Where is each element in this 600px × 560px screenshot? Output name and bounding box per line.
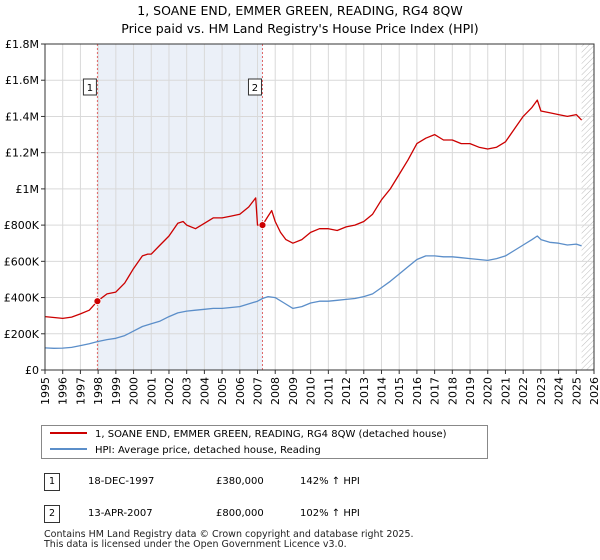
y-axis: £0 £200K £400K £600K £800K £1M £1.2M £1.4M £1.6M…: [4, 38, 45, 377]
x-tick-label: 2008: [269, 377, 282, 405]
x-tick-label: 1996: [57, 377, 70, 405]
transaction-badge: 2: [44, 505, 60, 523]
sale-box-label: 1: [87, 83, 93, 94]
sale-markers: [93, 221, 267, 306]
chart-subtitle: Price paid vs. HM Land Registry's House …: [121, 21, 479, 36]
transaction-date: 13-APR-2007: [88, 508, 153, 519]
x-tick-label: 2011: [322, 377, 335, 405]
transaction-hpi: 102% ↑ HPI: [300, 508, 360, 519]
legend-label-hpi: HPI: Average price, detached house, Read…: [95, 445, 321, 456]
legend-label-property: 1, SOANE END, EMMER GREEN, READING, RG4 …: [95, 429, 447, 440]
sale-box: [82, 78, 97, 96]
x-tick-label: 2017: [429, 377, 442, 405]
legend-item-property: 1, SOANE END, EMMER GREEN, READING, RG4 …: [50, 427, 447, 443]
y-tick-label: £1.6M: [5, 74, 39, 87]
legend-item-hpi: HPI: Average price, detached house, Read…: [50, 443, 321, 459]
ownership-band: [97, 44, 263, 370]
sale-box: [247, 78, 262, 96]
x-tick-label: 2003: [181, 377, 194, 405]
x-tick-label: 2000: [128, 377, 141, 405]
x-tick-label: 1995: [39, 377, 52, 405]
y-tick-label: £600K: [4, 255, 40, 268]
x-tick-label: 2014: [375, 377, 388, 405]
transaction-badge: 1: [44, 473, 60, 491]
x-axis: 1995 1996 1997 1998 1999 2000 2001 2002 2003 2004…: [39, 370, 600, 405]
transaction-price: £380,000: [216, 476, 264, 487]
y-tick-label: £0: [25, 364, 39, 377]
x-tick-label: 2024: [553, 377, 566, 405]
x-tick-label: 2019: [464, 377, 477, 405]
sale-point: [93, 297, 102, 306]
transaction-date: 18-DEC-1997: [88, 476, 155, 487]
x-tick-label: 2022: [517, 377, 530, 405]
legend-swatch-blue: [50, 448, 87, 450]
ownership-shade: [97, 44, 263, 370]
x-tick-label: 2001: [145, 377, 158, 405]
x-tick-label: 2007: [252, 377, 265, 405]
y-tick-label: £800K: [4, 219, 40, 232]
series-line-property: [44, 99, 583, 320]
series-line-hpi: [44, 235, 582, 349]
x-tick-label: 1998: [92, 377, 105, 405]
x-tick-label: 2026: [588, 377, 600, 405]
y-tick-label: £1M: [16, 183, 40, 196]
x-tick-label: 2020: [482, 377, 495, 405]
legend-swatch-red: [50, 432, 87, 434]
x-tick-label: 2005: [216, 377, 229, 405]
x-tick-label: 2021: [499, 377, 512, 405]
hatch-region: [581, 44, 594, 370]
footer-copyright: Contains HM Land Registry data © Crown c…: [44, 529, 414, 540]
x-tick-label: 2018: [446, 377, 459, 405]
plot-border: [44, 43, 595, 371]
plot-frame: [44, 43, 595, 371]
x-tick-label: 2010: [305, 377, 318, 405]
y-tick-label: £200K: [4, 328, 40, 341]
transaction-price: £800,000: [216, 508, 264, 519]
x-tick-label: 2016: [411, 377, 424, 405]
chart-title-block: 1, SOANE END, EMMER GREEN, READING, RG4 …: [0, 2, 600, 38]
x-tick-label: 2015: [393, 377, 406, 405]
legend: 1, SOANE END, EMMER GREEN, READING, RG4 …: [41, 425, 488, 459]
sale-box-label: 2: [252, 83, 258, 94]
footer: Contains HM Land Registry data © Crown c…: [44, 530, 414, 550]
series-lines: [44, 99, 583, 349]
y-tick-label: £400K: [4, 292, 40, 305]
x-tick-label: 2023: [535, 377, 548, 405]
sale-point: [258, 221, 267, 230]
x-tick-label: 1999: [110, 377, 123, 405]
x-tick-label: 2025: [570, 377, 583, 405]
x-tick-label: 2013: [358, 377, 371, 405]
x-tick-label: 2009: [287, 377, 300, 405]
transaction-hpi: 142% ↑ HPI: [300, 476, 360, 487]
x-tick-label: 2002: [163, 377, 176, 405]
chart-title: 1, SOANE END, EMMER GREEN, READING, RG4 …: [137, 3, 463, 18]
y-tick-label: £1.8M: [5, 38, 39, 51]
x-tick-label: 2006: [234, 377, 247, 405]
x-tick-label: 1997: [74, 377, 87, 405]
footer-licence: This data is licensed under the Open Gov…: [44, 539, 347, 550]
y-tick-label: £1.2M: [5, 147, 39, 160]
y-tick-label: £1.4M: [5, 110, 39, 123]
x-tick-label: 2004: [198, 377, 211, 405]
x-tick-label: 2012: [340, 377, 353, 405]
forecast-hatch: [581, 44, 594, 370]
